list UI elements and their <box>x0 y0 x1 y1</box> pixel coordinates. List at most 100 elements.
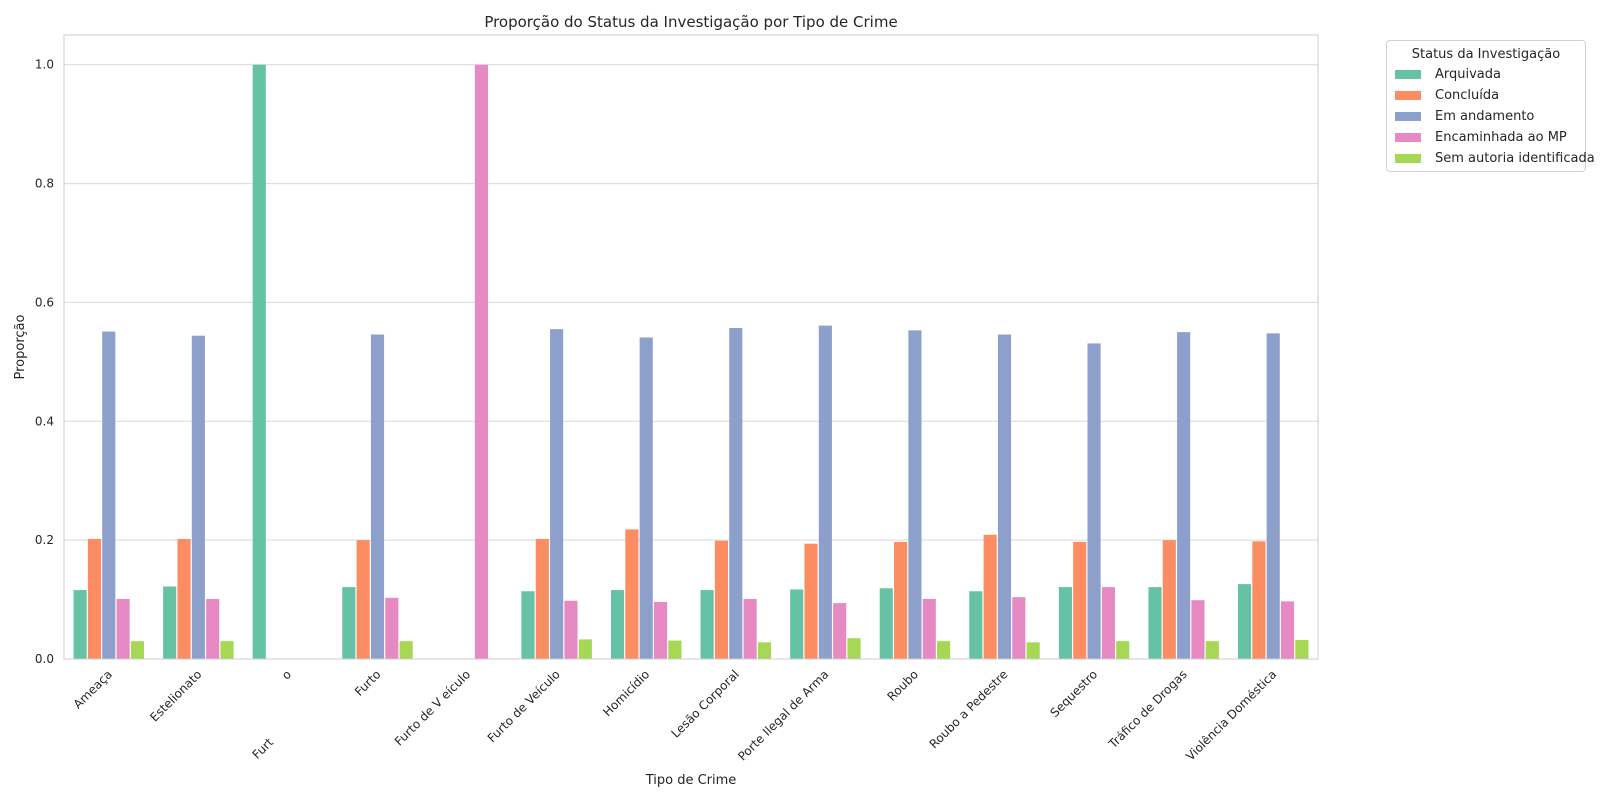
bar <box>937 641 951 659</box>
bar <box>1116 641 1130 659</box>
bar <box>1148 587 1162 659</box>
grid-layer <box>64 64 1318 660</box>
bar <box>220 641 234 659</box>
y-axis-label: Proporção <box>13 314 28 379</box>
legend-item: Encaminhada ao MP <box>1395 128 1567 146</box>
bar <box>1073 541 1087 659</box>
bar <box>130 641 145 659</box>
legend-label: Arquivada <box>1435 66 1501 82</box>
x-tick-label: Furto de V eículo <box>392 667 473 748</box>
bar <box>356 540 370 659</box>
bar <box>206 598 220 659</box>
bar <box>653 601 668 659</box>
x-tick-label: Sequestro <box>1047 667 1100 720</box>
legend-item: Sem autoria identificada <box>1395 149 1595 167</box>
bar <box>177 538 191 659</box>
legend-title: Status da Investigação <box>1411 47 1561 62</box>
legend-swatch <box>1395 111 1421 121</box>
bar <box>879 588 893 659</box>
bar <box>1087 343 1101 659</box>
legend-label: Concluída <box>1435 87 1500 103</box>
bar <box>474 64 488 659</box>
bar <box>73 590 87 659</box>
legend-label: Sem autoria identificada <box>1435 150 1595 166</box>
bars-layer <box>73 64 1309 659</box>
legend-swatch <box>1395 90 1421 100</box>
legend-swatch <box>1395 132 1421 142</box>
x-tick-label: Estelionato <box>147 667 204 724</box>
y-tick-label: 0.0 <box>35 652 54 666</box>
x-tick-label: Porte Ilegal de Arma <box>735 667 831 763</box>
legend-item: Em andamento <box>1395 107 1534 125</box>
legend-swatch <box>1395 69 1421 79</box>
bar <box>1191 600 1205 659</box>
bar <box>922 598 936 659</box>
bar <box>191 335 205 659</box>
bar <box>729 327 743 659</box>
x-tick-label: Roubo a Pedestre <box>927 667 1011 751</box>
x-tick-label: Furto de Veículo <box>485 667 563 745</box>
bar <box>610 590 625 659</box>
bar <box>700 590 714 659</box>
y-tick-label: 0.8 <box>35 177 54 191</box>
legend-swatch <box>1395 153 1421 163</box>
bar <box>997 334 1012 659</box>
bar <box>714 540 729 659</box>
bar <box>833 603 847 659</box>
y-tick-label: 0.6 <box>35 295 54 309</box>
bar <box>564 600 578 659</box>
legend-label: Em andamento <box>1435 108 1535 124</box>
bar <box>757 642 772 659</box>
y-tick-label: 1.0 <box>35 58 54 72</box>
bar <box>847 638 861 659</box>
bar <box>1162 540 1176 659</box>
bar <box>894 541 908 659</box>
bar <box>399 641 413 659</box>
x-tick-label: Violência Doméstica <box>1183 667 1279 763</box>
bar <box>163 586 177 659</box>
bar <box>116 598 130 659</box>
x-tick-labels: Ameaça Estelionato o Furto Furto de V eículo… <box>71 667 1280 763</box>
chart-title: Proporção do Status da Investigação por … <box>484 13 897 31</box>
x-tick-label: Tráfico de Drogas <box>1105 667 1189 751</box>
bar <box>521 591 535 659</box>
bar <box>1026 642 1040 659</box>
bar <box>625 529 639 659</box>
bar <box>804 543 818 659</box>
bar <box>1101 587 1115 659</box>
bar <box>1205 641 1219 659</box>
bar <box>102 331 116 659</box>
bar <box>370 334 385 659</box>
y-tick-label: 0.2 <box>35 533 54 547</box>
bar <box>1058 587 1072 659</box>
bar <box>1237 584 1252 659</box>
bar <box>790 589 804 659</box>
bar <box>342 587 356 659</box>
legend-item: Concluída <box>1395 86 1499 104</box>
bar <box>1252 541 1266 659</box>
x-tick-label: Ameaça <box>71 667 115 711</box>
bar <box>1280 601 1295 659</box>
bar <box>818 325 832 659</box>
x-tick-label: Furto <box>352 667 384 699</box>
x-tick-label: Lesão Corporal <box>668 667 741 740</box>
bar <box>908 330 922 659</box>
x-tick-label: o <box>279 667 294 682</box>
plot-frame <box>63 34 1319 660</box>
legend: Status da Investigação Arquivada Concluíd… <box>1386 40 1595 172</box>
x-tick-label: Homicídio <box>600 667 652 719</box>
bar <box>983 534 997 659</box>
bar <box>1177 332 1191 659</box>
x-axis-label: Tipo de Crime <box>645 773 737 788</box>
bar <box>743 598 757 659</box>
x-tick-label: Roubo <box>884 667 921 704</box>
bar <box>1266 333 1280 659</box>
legend-item: Arquivada <box>1395 65 1501 83</box>
bar <box>1295 639 1309 659</box>
bar <box>550 329 564 659</box>
bar <box>639 337 653 659</box>
bar <box>1012 597 1026 659</box>
bar <box>535 538 549 659</box>
bar <box>87 538 102 659</box>
